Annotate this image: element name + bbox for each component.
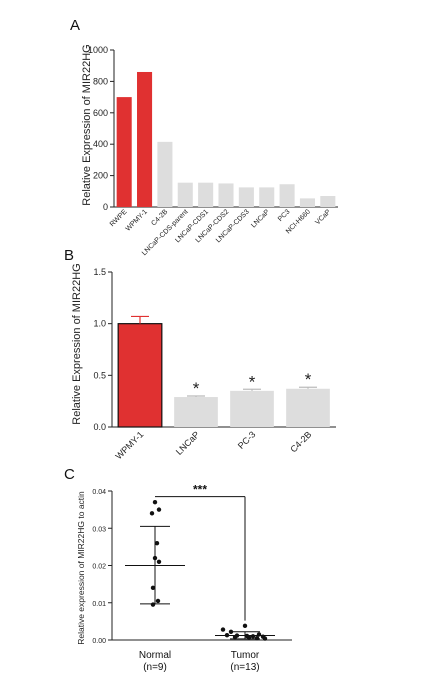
chart-c-data-point <box>250 634 256 639</box>
chart-c-data-point <box>155 598 161 604</box>
chart-a-category-label: VCaP <box>314 208 332 226</box>
chart-b-category-label: PC-3 <box>236 429 258 451</box>
chart-a-ylabel: Relative Expression of MIR22HG <box>81 44 93 205</box>
chart-c-data-point <box>256 632 262 637</box>
chart-a-category-label: LNCaP <box>250 208 271 229</box>
chart-c-data-point <box>246 635 252 640</box>
chart-b-ylabel: Relative Expression of MIR22HG <box>71 263 83 424</box>
panel-letter-c: C <box>64 466 75 483</box>
chart-b-ytick-label: 1.0 <box>93 319 106 329</box>
chart-c-data-point <box>228 629 234 635</box>
chart-a-ytick-label: 0 <box>103 202 108 212</box>
panel-letter-a: A <box>70 17 80 34</box>
chart-c-ytick-label: 0.02 <box>92 564 106 571</box>
chart-a-bar <box>238 187 254 207</box>
chart-b-category-label: LNCaP <box>174 429 202 457</box>
chart-c-data-point <box>262 636 268 641</box>
chart-c-ytick-label: 0.00 <box>92 638 106 645</box>
chart-b-ytick-label: 1.5 <box>93 267 106 277</box>
chart-a-category-label: C4-2B <box>150 208 169 227</box>
chart-c-data-point <box>150 585 156 591</box>
chart-a-bar <box>320 196 336 207</box>
chart-a-bar <box>299 198 315 207</box>
chart-b-category-label: C4-2B <box>288 429 313 454</box>
chart-a-bar <box>259 187 275 207</box>
chart-c-data-point <box>152 499 158 505</box>
chart-c-data-point <box>232 634 238 640</box>
chart-c-data-point <box>156 507 162 512</box>
chart-c-ytick-label: 0.03 <box>92 526 106 533</box>
chart-c-group-label: Normal <box>139 650 171 661</box>
chart-b-significance-mark: * <box>249 372 256 391</box>
chart-a-ytick-label: 1000 <box>88 45 108 55</box>
chart-a-bar <box>218 183 234 207</box>
chart-a-category-label: WPMY-1 <box>125 208 149 232</box>
panel-letter-b: B <box>64 247 74 264</box>
chart-c-data-point <box>152 555 158 561</box>
chart-a-bar <box>157 141 173 207</box>
chart-c-data-point <box>156 559 162 564</box>
chart-c-data-point <box>224 632 230 638</box>
chart-a-ytick-label: 800 <box>93 76 108 86</box>
chart-b-bar <box>230 390 274 427</box>
chart-b-bar <box>286 388 330 427</box>
chart-a-bar <box>279 184 295 207</box>
chart-a-bar <box>198 182 214 207</box>
chart-c-data-point <box>154 540 160 546</box>
chart-c-group-n: (n=13) <box>230 662 259 673</box>
chart-a-ytick-label: 600 <box>93 108 108 118</box>
chart-a-category-label: PC3 <box>277 208 292 223</box>
chart-b-category-label: WPMY-1 <box>113 429 145 461</box>
chart-a: Relative Expression of MIR22HG 0 200 400 60… <box>81 44 338 257</box>
chart-b-significance-mark: * <box>193 379 200 398</box>
chart-b: Relative Expression of MIR22HG 0.0 0.5 1.0… <box>71 263 336 461</box>
chart-c-significance-mark: *** <box>193 483 207 497</box>
chart-c-ytick-label: 0.04 <box>92 489 106 496</box>
chart-c-data-point <box>254 635 260 641</box>
chart-b-bar <box>117 323 163 428</box>
chart-c-data-point <box>220 627 226 632</box>
chart-a-category-label: RWPE <box>109 208 129 228</box>
chart-a-bar <box>116 97 132 207</box>
chart-c-group-label: Tumor <box>231 650 260 661</box>
chart-b-ytick-label: 0.5 <box>93 370 106 380</box>
chart-a-bar <box>137 71 153 207</box>
chart-a-ytick-label: 200 <box>93 171 108 181</box>
chart-a-ytick-label: 400 <box>93 139 108 149</box>
chart-c-ylabel: Relative expression of MIR22HG to actin <box>76 491 86 645</box>
chart-b-significance-mark: * <box>305 370 312 389</box>
chart-c: Relative expression of MIR22HG to actin … <box>76 483 292 673</box>
chart-c-data-point <box>242 623 248 629</box>
chart-b-ytick-label: 0.0 <box>93 422 106 432</box>
chart-c-group-n: (n=9) <box>143 662 167 673</box>
chart-c-data-point <box>149 511 155 516</box>
chart-b-bar <box>174 397 218 427</box>
chart-c-ytick-label: 0.01 <box>92 601 106 608</box>
chart-c-data-point <box>150 602 156 607</box>
chart-a-bar <box>177 182 193 207</box>
